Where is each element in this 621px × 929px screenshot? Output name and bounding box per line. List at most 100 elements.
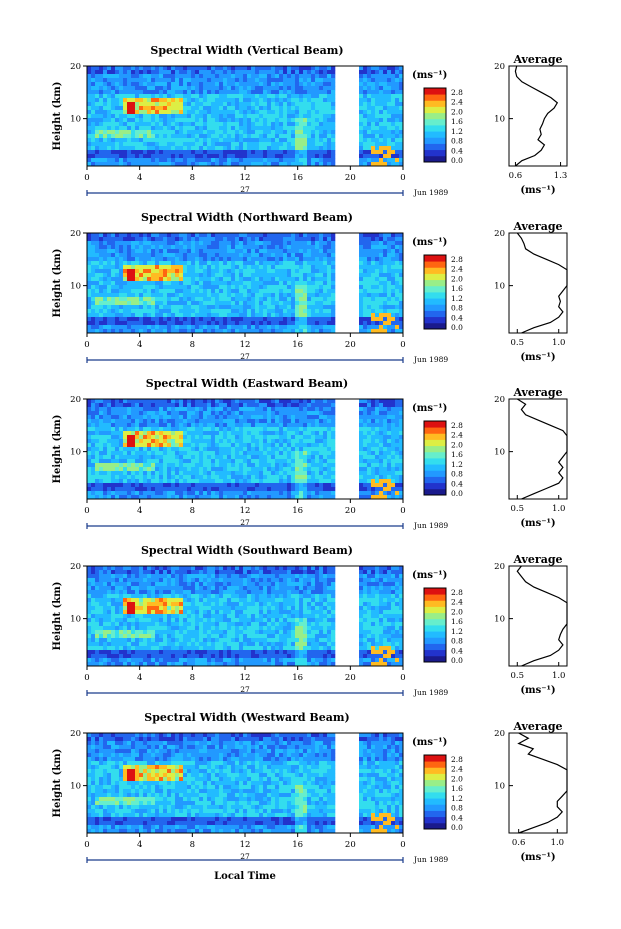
heatmap-cell [115,102,120,107]
heatmap-cell [115,443,120,448]
heatmap-cell [219,403,224,408]
heatmap-cell [383,138,388,143]
heatmap-cell [231,134,236,139]
heatmap-cell [243,329,248,334]
heatmap-cell [135,289,140,294]
heatmap-cell [315,325,320,330]
heatmap-cell [259,415,264,420]
heatmap-cell [191,142,196,147]
heatmap-cell [151,126,156,131]
heatmap-cell [215,309,220,314]
heatmap-cell [231,415,236,420]
heatmap-cell [203,74,208,79]
heatmap-cell [395,301,400,306]
heatmap-cell [139,82,144,87]
heatmap-cell [323,66,328,71]
heatmap-cell [199,130,204,135]
heatmap-cell [259,241,264,246]
heatmap-cell [375,114,380,119]
heatmap-cell [251,273,256,278]
heatmap-cell [303,293,308,298]
heatmap-cell [383,329,388,334]
heatmap-cell [211,94,216,99]
heatmap-cell [215,321,220,326]
heatmap-cell [207,265,212,270]
heatmap-cell [259,253,264,258]
heatmap-cell [367,273,372,278]
heatmap-cell [263,403,268,408]
heatmap-cell [91,411,96,416]
heatmap-cell [255,74,260,79]
heatmap-cell [175,106,180,111]
heatmap-cell [175,142,180,147]
heatmap-cell [167,122,172,127]
heatmap-cell [267,463,272,468]
heatmap-cell [243,126,248,131]
heatmap-cell [243,403,248,408]
colorbar-segment [424,94,446,101]
heatmap-cell [139,447,144,452]
heatmap-cell [219,106,224,111]
heatmap-cell [195,233,200,238]
heatmap-cell [127,66,132,71]
heatmap-cell [303,66,308,71]
heatmap-cell [131,134,136,139]
heatmap-cell [275,82,280,87]
heatmap-cell [215,411,220,416]
heatmap-cell [391,66,396,71]
heatmap-cell [179,265,184,270]
heatmap-cell [263,439,268,444]
heatmap-cell [263,102,268,107]
heatmap-cell [391,82,396,87]
heatmap-cell [287,427,292,432]
heatmap-cell [399,277,404,282]
heatmap-cell [235,273,240,278]
heatmap-cell [211,273,216,278]
heatmap-cell [119,447,124,452]
heatmap-cell [127,94,132,99]
heatmap-cell [323,427,328,432]
heatmap-cell [87,329,92,334]
heatmap-cell [395,142,400,147]
heatmap-cell [107,459,112,464]
heatmap-cell [127,158,132,163]
heatmap-cell [327,118,332,123]
heatmap-cell [239,443,244,448]
heatmap-cell [383,257,388,262]
heatmap-cell [315,293,320,298]
heatmap-cell [151,118,156,123]
heatmap-cell [307,451,312,456]
heatmap-cell [331,233,336,238]
heatmap-cell [127,233,132,238]
heatmap-cell [247,407,252,412]
heatmap-cell [103,94,108,99]
heatmap-cell [127,313,132,318]
heatmap-cell [131,415,136,420]
heatmap-cell [255,289,260,294]
heatmap-cell [187,70,192,75]
heatmap-cell [267,313,272,318]
heatmap-cell [223,134,228,139]
heatmap-cell [287,134,292,139]
heatmap-cell [191,329,196,334]
heatmap-cell [375,399,380,404]
heatmap-cell [119,70,124,75]
heatmap-cell [103,86,108,91]
heatmap-cell [315,134,320,139]
heatmap-cell [275,423,280,428]
heatmap-cell [211,407,216,412]
heatmap-cell [291,130,296,135]
heatmap-cell [247,86,252,91]
heatmap-cell [155,146,160,151]
heatmap-cell [243,130,248,135]
heatmap-cell [331,241,336,246]
heatmap-cell [243,245,248,250]
heatmap-cell [243,138,248,143]
heatmap-cell [95,130,100,135]
heatmap-cell [127,78,132,83]
heatmap-cell [295,423,300,428]
heatmap-cell [323,233,328,238]
heatmap-cell [135,325,140,330]
heatmap-cell [363,277,368,282]
heatmap-cell [315,114,320,119]
